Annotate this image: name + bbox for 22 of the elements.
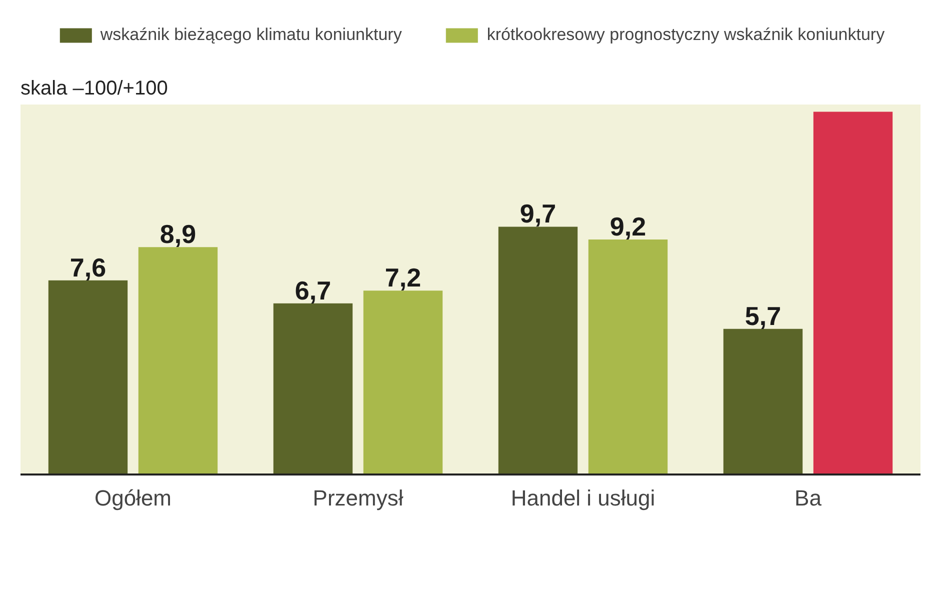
data-label: 9,7 (520, 198, 556, 229)
x-tick-label: Handel i usługi (510, 486, 656, 510)
data-label: 5,7 (744, 300, 782, 331)
data-label: 9,2 (610, 211, 646, 242)
bar (588, 239, 668, 474)
legend-label: krótkookresowy prognostyczny wskaźnik koniunktury (486, 25, 885, 45)
data-label: 7,6 (70, 252, 106, 282)
legend-label: wskaźnik bieżącego klimatu koniunktury (100, 25, 402, 45)
chart-subtitle: skala –100/+100 (20, 78, 168, 100)
x-tick-label: Ogółem (94, 486, 172, 510)
bar (138, 247, 218, 474)
bar (273, 303, 353, 474)
x-tick-label: Ba (794, 486, 822, 510)
bar (498, 226, 578, 474)
data-label: 6,7 (294, 275, 332, 306)
bar (48, 280, 128, 474)
bar (723, 328, 803, 474)
bar (363, 290, 443, 474)
data-label: 7,2 (384, 262, 422, 293)
bar (813, 112, 893, 474)
data-label: 8,9 (160, 219, 196, 250)
x-tick-label: Przemysł (312, 486, 404, 510)
